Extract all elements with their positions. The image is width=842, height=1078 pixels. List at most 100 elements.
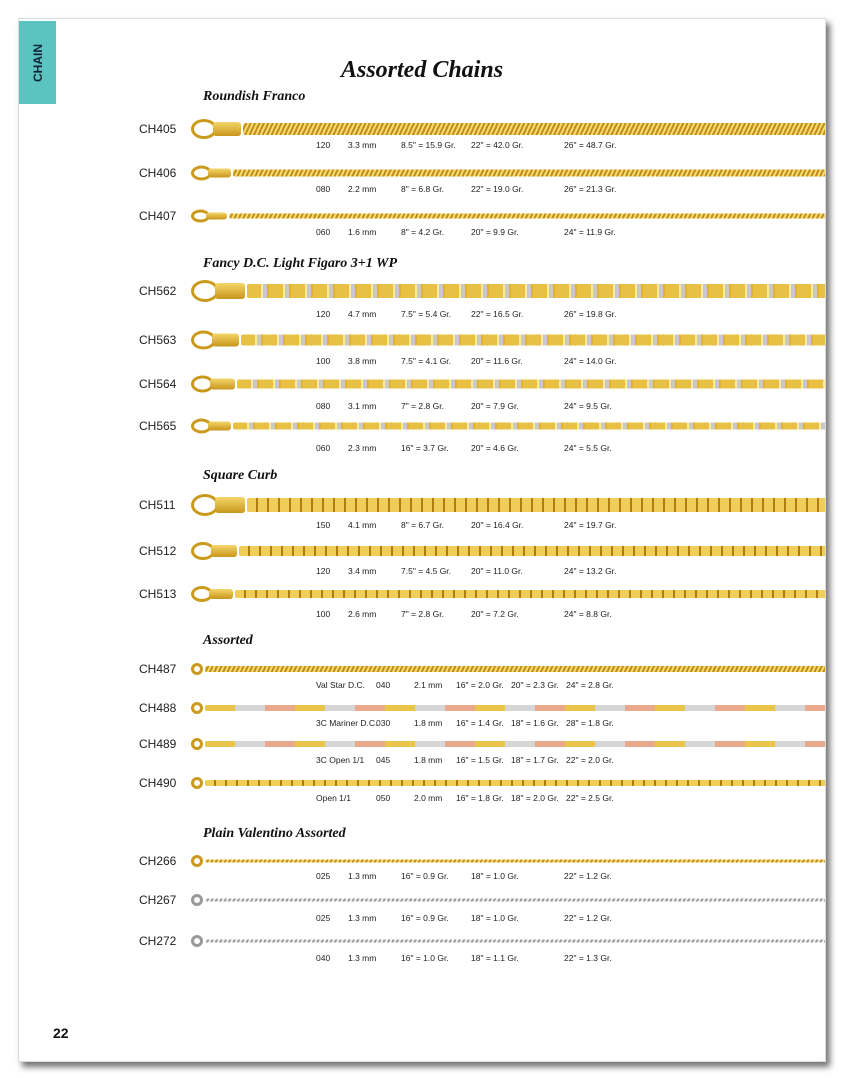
- spec-value: 20" = 9.9 Gr.: [471, 227, 519, 237]
- spec-value: 4.7 mm: [348, 309, 377, 319]
- clasp-end: [215, 283, 245, 299]
- spec-value: 18" = 1.1 Gr.: [471, 953, 519, 963]
- chain-image: [191, 773, 825, 793]
- chain-strand: [205, 859, 825, 863]
- chain-image: [191, 119, 825, 139]
- spec-value: 24" = 11.9 Gr.: [564, 227, 616, 237]
- product-code: CH487: [139, 662, 177, 676]
- spec-value: 100: [316, 609, 331, 619]
- product-code: CH565: [139, 419, 177, 433]
- product-code: CH489: [139, 737, 177, 751]
- spec-value: 20" = 4.6 Gr.: [471, 443, 519, 453]
- spec-value: 20" = 16.4 Gr.: [471, 520, 524, 530]
- clasp-icon: [191, 855, 203, 867]
- chain-strand: [237, 379, 825, 389]
- spec-value: 22" = 2.5 Gr.: [566, 793, 614, 803]
- spec-value: 24" = 8.8 Gr.: [564, 609, 612, 619]
- product-code: CH267: [139, 893, 177, 907]
- chain-strand: [247, 498, 825, 512]
- product-code: CH405: [139, 122, 177, 136]
- chain-image: [191, 931, 825, 951]
- product-code: CH406: [139, 166, 177, 180]
- spec-value: 20" = 11.6 Gr.: [471, 356, 523, 366]
- spec-line: 025 1.3 mm 16" = 0.9 Gr. 18" = 1.0 Gr. 22" =…: [316, 871, 612, 881]
- chain-strand: [205, 898, 825, 902]
- product-code: CH564: [139, 377, 177, 391]
- chain-strand: [229, 213, 825, 219]
- spec-value: 8" = 6.7 Gr.: [401, 520, 444, 530]
- spec-value: 045: [376, 755, 391, 765]
- catalog-page: CHAIN Assorted Chains Roundish Franco CH4…: [18, 18, 826, 1062]
- spec-line: 120 3.4 mm 7.5" = 4.5 Gr. 20" = 11.0 Gr. 24"…: [316, 566, 616, 576]
- spec-line: Val Star D.C. 040 2.1 mm 16" = 2.0 Gr. 20" =…: [316, 680, 614, 690]
- clasp-end: [209, 589, 233, 599]
- spec-value: 18" = 1.0 Gr.: [471, 913, 519, 923]
- section-heading: Square Curb: [203, 468, 278, 483]
- spec-value: 18" = 1.0 Gr.: [471, 871, 519, 881]
- spec-value: 20" = 7.9 Gr.: [471, 401, 519, 411]
- spec-value: 20" = 2.3 Gr.: [511, 680, 559, 690]
- spec-value: 16" = 1.0 Gr.: [401, 953, 449, 963]
- spec-value: 120: [316, 140, 331, 150]
- product-code: CH563: [139, 333, 177, 347]
- spec-value: 7" = 2.8 Gr.: [401, 401, 444, 411]
- spec-value: 28" = 1.8 Gr.: [566, 718, 614, 728]
- spec-value: 7.5" = 4.5 Gr.: [401, 566, 452, 576]
- spec-value: 150: [316, 520, 331, 530]
- spec-value: 18" = 1.6 Gr.: [511, 718, 559, 728]
- chain-strand: [243, 123, 825, 135]
- spec-value: 22" = 1.2 Gr.: [564, 871, 612, 881]
- spec-value: 040: [376, 680, 391, 690]
- spec-value: 26" = 21.3 Gr.: [564, 184, 617, 194]
- spec-value: 24" = 2.8 Gr.: [566, 680, 614, 690]
- spec-value: 3C Open 1/1: [316, 755, 365, 765]
- product-code: CH407: [139, 209, 177, 223]
- spec-value: 16" = 0.9 Gr.: [401, 871, 449, 881]
- spec-value: 24" = 14.0 Gr.: [564, 356, 617, 366]
- spec-value: 22" = 42.0 Gr.: [471, 140, 524, 150]
- spec-value: 1.6 mm: [348, 227, 377, 237]
- spec-value: 18" = 2.0 Gr.: [511, 793, 559, 803]
- spec-value: 16" = 3.7 Gr.: [401, 443, 449, 453]
- chain-strand: [205, 741, 825, 747]
- section-heading: Assorted: [203, 633, 253, 648]
- spec-value: Open 1/1: [316, 793, 351, 803]
- chain-image: [191, 163, 825, 183]
- spec-value: 080: [316, 401, 331, 411]
- spec-value: 3.4 mm: [348, 566, 377, 576]
- product-code: CH266: [139, 854, 177, 868]
- spec-line: 060 2.3 mm 16" = 3.7 Gr. 20" = 4.6 Gr. 24" =…: [316, 443, 612, 453]
- chain-image: [191, 416, 825, 436]
- spec-line: 100 2.6 mm 7" = 2.8 Gr. 20" = 7.2 Gr. 24" = …: [316, 609, 612, 619]
- spec-value: 7.5" = 4.1 Gr.: [401, 356, 452, 366]
- product-code: CH490: [139, 776, 177, 790]
- chain-strand: [233, 422, 825, 430]
- spec-value: 16" = 1.4 Gr.: [456, 718, 504, 728]
- spec-value: 100: [316, 356, 331, 366]
- spec-value: 8" = 4.2 Gr.: [401, 227, 444, 237]
- chain-strand: [235, 590, 825, 598]
- spec-value: 7.5" = 5.4 Gr.: [401, 309, 452, 319]
- spec-value: 1.3 mm: [348, 913, 377, 923]
- clasp-icon: [191, 663, 203, 675]
- spec-line: Open 1/1 050 2.0 mm 16" = 1.8 Gr. 18" = 2.0 …: [316, 793, 614, 803]
- chain-image: [191, 851, 825, 871]
- section-heading: Fancy D.C. Light Figaro 3+1 WP: [203, 256, 398, 271]
- clasp-end: [215, 497, 245, 513]
- spec-line: 150 4.1 mm 8" = 6.7 Gr. 20" = 16.4 Gr. 24" =…: [316, 520, 616, 530]
- chain-image: [191, 890, 825, 910]
- spec-value: 24" = 19.7 Gr.: [564, 520, 617, 530]
- spec-value: 16" = 0.9 Gr.: [401, 913, 449, 923]
- spec-value: 080: [316, 184, 331, 194]
- spec-line: 080 2.2 mm 8" = 6.8 Gr. 22" = 19.0 Gr. 26" =…: [316, 184, 616, 194]
- chain-image: [191, 698, 825, 718]
- spec-value: 025: [316, 871, 331, 881]
- spec-value: 1.3 mm: [348, 953, 377, 963]
- spec-value: 2.0 mm: [414, 793, 443, 803]
- spec-line: 100 3.8 mm 7.5" = 4.1 Gr. 20" = 11.6 Gr. 24"…: [316, 356, 616, 366]
- spec-value: 050: [376, 793, 391, 803]
- chain-image: [191, 734, 825, 754]
- chain-image: [191, 280, 825, 302]
- spec-value: 22" = 19.0 Gr.: [471, 184, 524, 194]
- clasp-end: [208, 421, 231, 431]
